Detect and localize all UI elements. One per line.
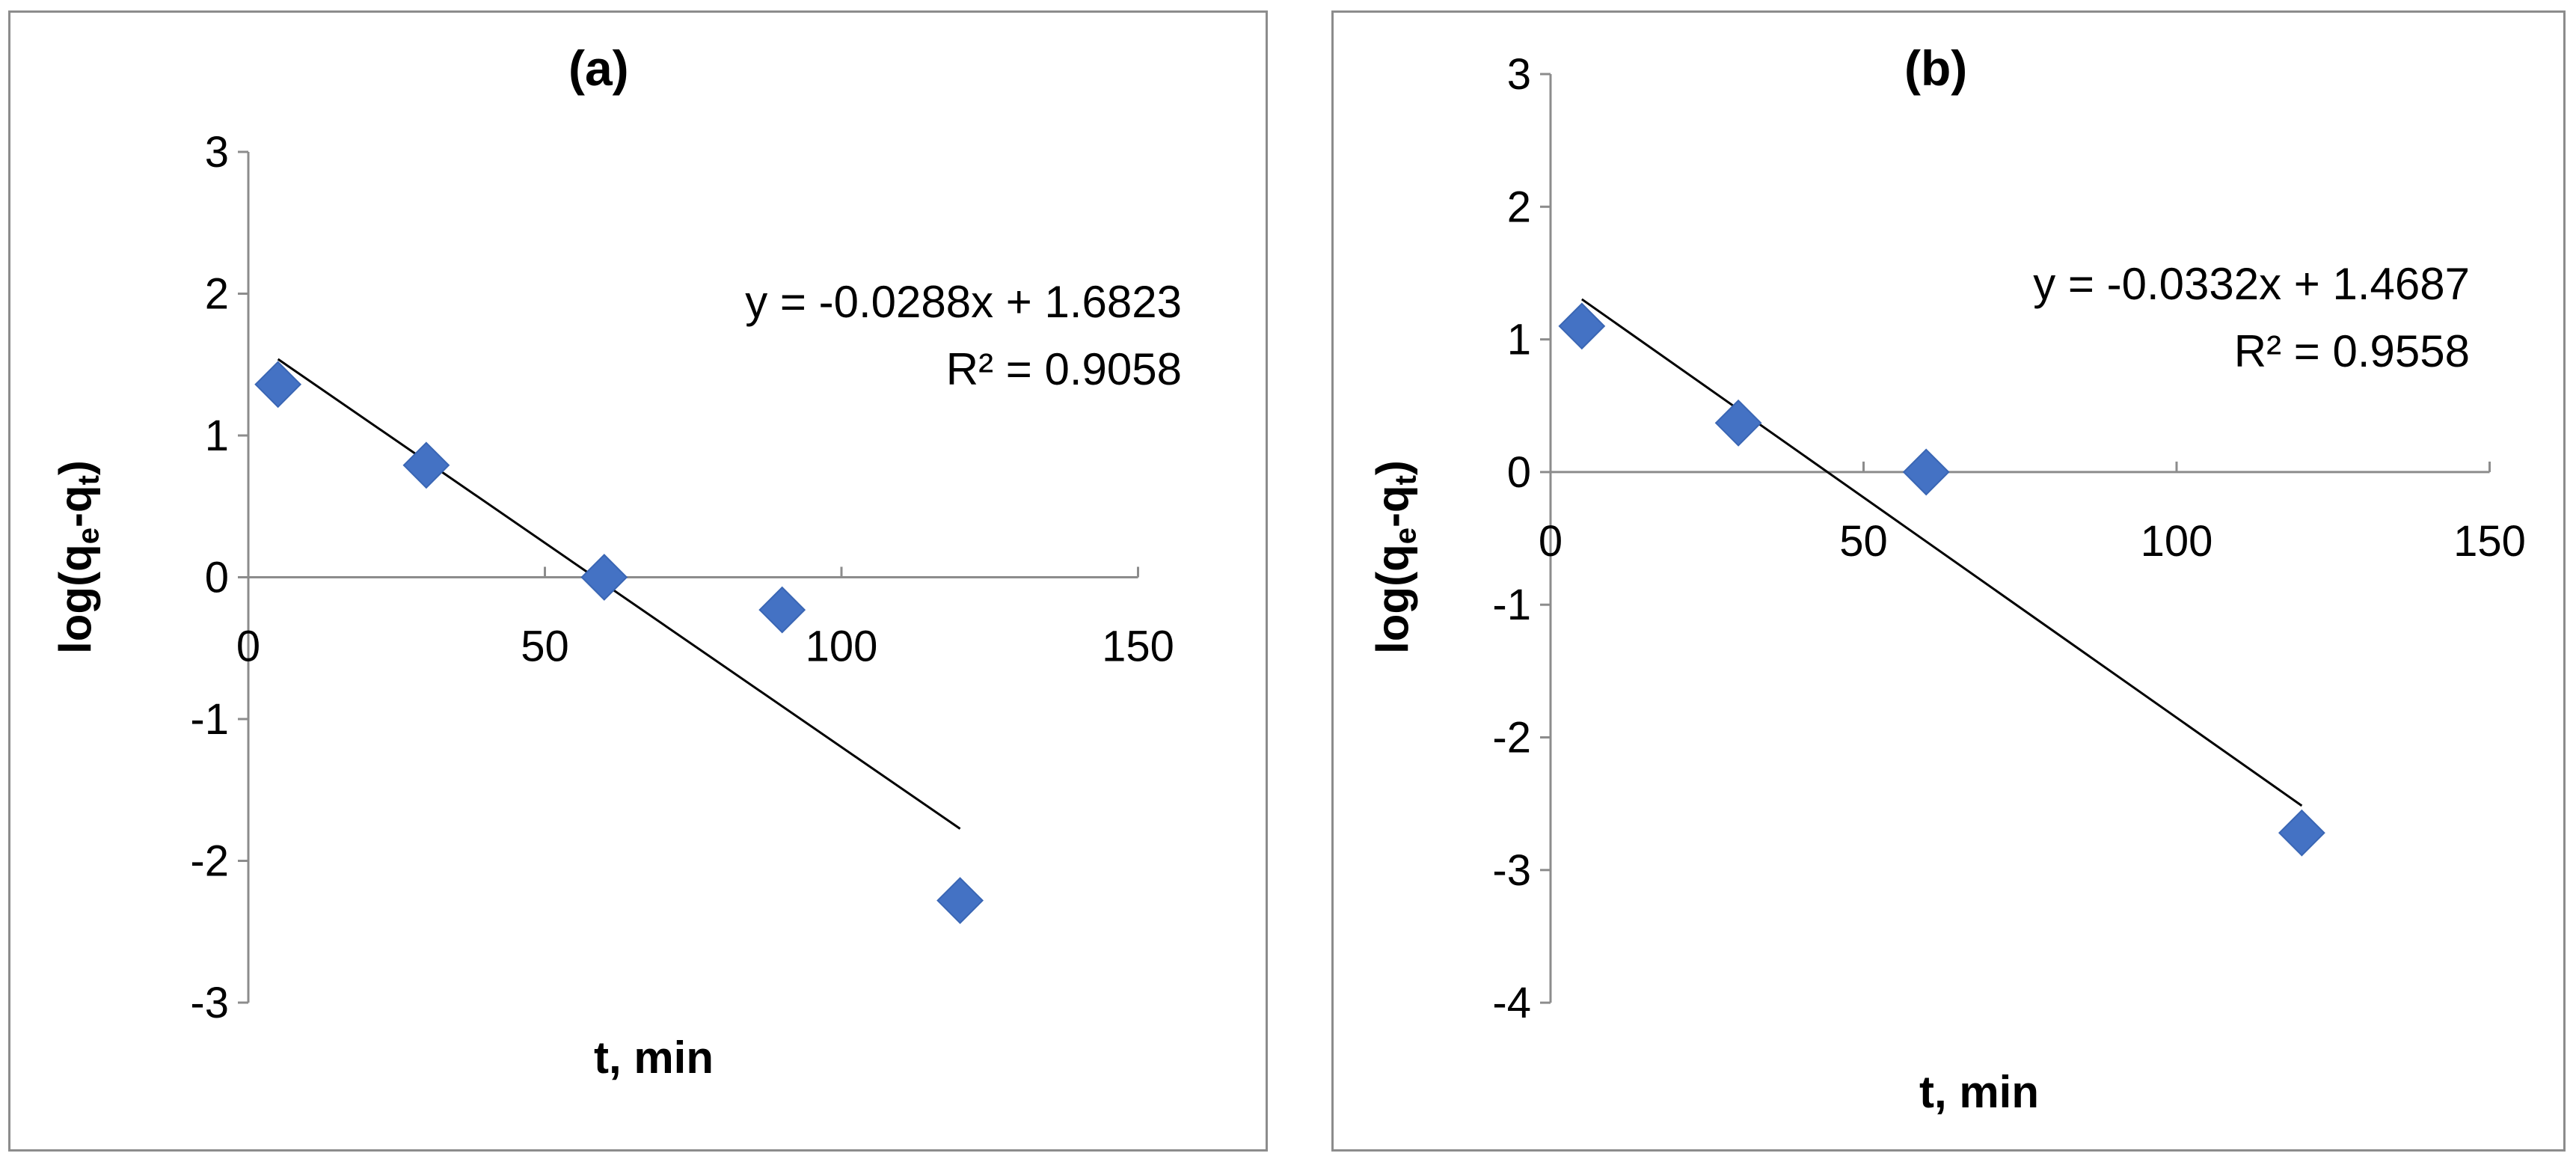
data-point-b — [1558, 302, 1606, 350]
y-tick-label-b: -2 — [1492, 714, 1531, 762]
trendline-b — [1580, 298, 2303, 807]
x-tick-label-b: 50 — [1839, 517, 1888, 566]
data-point-b — [1902, 448, 1950, 496]
y-tick-label-b: 1 — [1507, 316, 1531, 364]
data-point-b — [2278, 809, 2325, 857]
chart-panel-b: 3 2 1 0 -1 -2 -3 -4 0 50 100 150 (b) y = -0.0332x +… — [1331, 10, 2566, 1152]
y-tick-label-b: 2 — [1507, 183, 1531, 231]
y-axis-label-prefix-b: log(q — [1367, 544, 1418, 654]
y-axis-label-mid-a: -q — [50, 485, 101, 528]
y-tick-label-a: 2 — [205, 270, 229, 319]
data-point-a — [254, 361, 302, 409]
x-tick-label-a: 150 — [1102, 623, 1174, 671]
y-tick-label-b: 0 — [1507, 448, 1531, 497]
y-axis-label-sub-e-a: e — [72, 528, 105, 545]
y-tick-label-a: -1 — [190, 695, 229, 744]
x-tick-label-b: 0 — [1539, 517, 1563, 566]
y-tick-label-b: 3 — [1507, 50, 1531, 99]
y-tick-label-b: -1 — [1492, 581, 1531, 629]
x-tick-label-b: 100 — [2141, 517, 2213, 566]
data-point-b — [1714, 399, 1762, 447]
chart-title-a: (a) — [568, 40, 629, 96]
x-tick-label-a: 0 — [236, 623, 260, 671]
y-tick-label-a: 1 — [205, 412, 229, 460]
y-axis-label-a: log(qe-qt) — [50, 430, 106, 685]
y-tick-label-a: 0 — [205, 554, 229, 602]
data-point-a — [580, 554, 628, 601]
x-axis-label-b: t, min — [1919, 1067, 2039, 1117]
y-tick-label-a: 3 — [205, 128, 229, 177]
y-axis-label-sub-t-b: t — [1389, 475, 1423, 486]
y-axis-label-suffix-b: ) — [1367, 460, 1418, 476]
y-axis-label-mid-b: -q — [1367, 485, 1418, 528]
data-point-a — [758, 586, 806, 634]
chart-title-b: (b) — [1904, 40, 1968, 96]
trendline-equation-b: y = -0.0332x + 1.4687 R² = 0.9558 — [2033, 251, 2470, 385]
y-axis-label-sub-e-b: e — [1389, 528, 1423, 545]
data-point-a — [936, 877, 984, 924]
y-tick-label-a: -2 — [190, 837, 229, 886]
equation-text-b: y = -0.0332x + 1.4687 — [2033, 259, 2470, 309]
x-tick-label-a: 100 — [806, 623, 878, 671]
trendline-a — [277, 358, 961, 830]
y-tick-label-b: -4 — [1492, 979, 1531, 1027]
y-axis-label-sub-t-a: t — [72, 475, 105, 486]
y-tick-label-b: -3 — [1492, 846, 1531, 895]
x-axis-label-a: t, min — [594, 1033, 714, 1083]
chart-panel-a: 3 2 1 0 -1 -2 -3 0 50 100 150 (a) y = -0.0288x + 1… — [8, 10, 1268, 1152]
r-squared-text-a: R² = 0.9058 — [945, 344, 1182, 394]
x-tick-label-b: 150 — [2453, 517, 2526, 566]
data-point-a — [402, 441, 450, 489]
y-axis-label-b: log(qe-qt) — [1367, 430, 1423, 685]
y-axis-label-prefix-a: log(q — [50, 544, 101, 654]
x-tick-label-a: 50 — [521, 623, 569, 671]
equation-text-a: y = -0.0288x + 1.6823 — [745, 277, 1182, 327]
r-squared-text-b: R² = 0.9558 — [2233, 326, 2470, 376]
trendline-equation-a: y = -0.0288x + 1.6823 R² = 0.9058 — [745, 269, 1182, 403]
y-tick-label-a: -3 — [190, 979, 229, 1027]
y-axis-label-suffix-a: ) — [50, 460, 101, 476]
